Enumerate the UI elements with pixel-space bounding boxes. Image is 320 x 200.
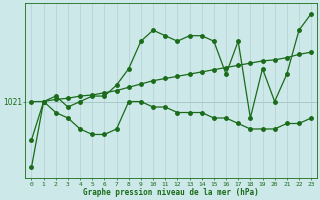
- X-axis label: Graphe pression niveau de la mer (hPa): Graphe pression niveau de la mer (hPa): [84, 188, 259, 197]
